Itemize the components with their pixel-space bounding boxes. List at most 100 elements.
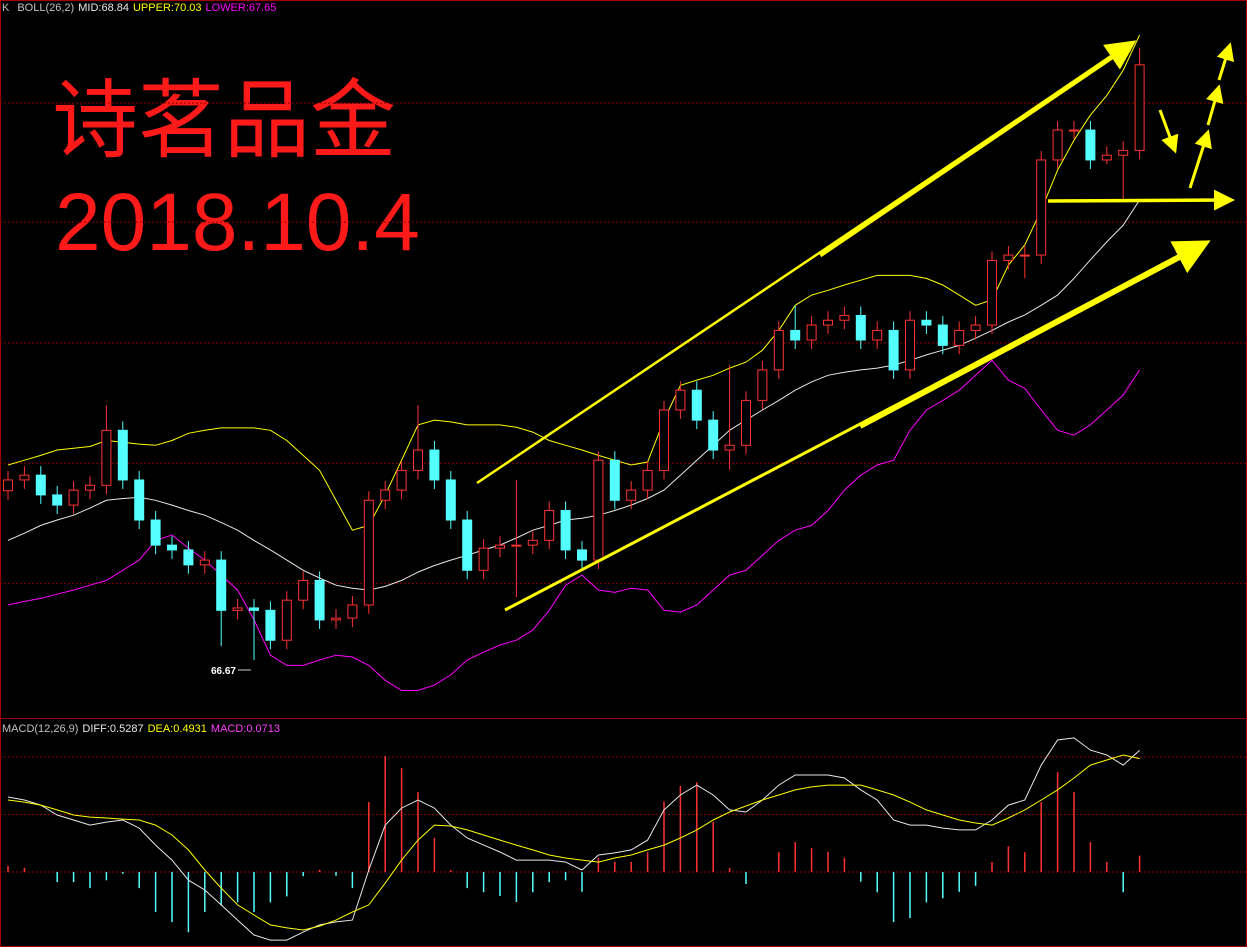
candle-body <box>216 559 227 611</box>
trend-arrows <box>476 40 1235 612</box>
candle-body <box>298 579 309 601</box>
horizontal-arrow <box>1047 189 1235 211</box>
candle-body <box>331 617 341 621</box>
candle-body <box>675 389 686 411</box>
candle-body <box>199 559 210 566</box>
legend-name: MID: <box>78 2 101 14</box>
candle-body <box>773 329 784 371</box>
candle-body <box>544 509 555 541</box>
candle-body <box>363 499 374 606</box>
candle-body <box>855 314 866 341</box>
legend-name: MACD: <box>211 723 246 735</box>
upper-trend-arrow <box>818 40 1137 258</box>
candle-body <box>1134 64 1145 151</box>
indicator-line <box>7 34 1141 531</box>
candle-body <box>150 519 161 546</box>
candle-body <box>19 474 30 481</box>
candle-body <box>249 607 259 611</box>
candle-body <box>478 547 489 571</box>
legend-value: 0.4931 <box>173 723 207 735</box>
candle-body <box>609 459 620 501</box>
indicator-line <box>7 359 1141 691</box>
candle-body <box>954 329 965 346</box>
legend: MACD(12,26,9) DIFF:0.5287 DEA:0.4931 MACD:0… <box>2 723 280 735</box>
candle-body <box>527 539 538 546</box>
candle-body <box>265 609 276 641</box>
candle-body <box>396 469 407 491</box>
candle-body <box>347 604 358 619</box>
legend-value: 0.5287 <box>110 723 144 735</box>
candle-body <box>839 314 850 321</box>
candle-body <box>790 329 801 341</box>
candle-body <box>577 549 587 561</box>
legend-name: LOWER: <box>205 2 248 14</box>
up-arrow <box>1206 84 1224 126</box>
candle-body <box>314 579 325 621</box>
candle-body <box>3 479 13 492</box>
candle-body <box>659 409 669 471</box>
candle-body <box>429 449 440 481</box>
legend-name: UPPER: <box>133 2 174 14</box>
watermark-title: 诗茗品金 <box>52 71 396 171</box>
candle-body <box>1069 129 1079 132</box>
candle-body <box>937 324 948 346</box>
legend-title: K <box>2 2 10 14</box>
up-arrow <box>1216 42 1235 81</box>
candle-body <box>134 479 145 521</box>
candle-body <box>708 419 719 451</box>
candle-body <box>511 544 522 547</box>
candle-body <box>888 329 899 371</box>
low-label: 66.67 <box>211 666 236 677</box>
candle-body <box>1036 159 1047 256</box>
legend-title: MACD(12,26,9) <box>2 723 78 735</box>
candle-body <box>85 484 95 491</box>
indicator-line <box>7 737 1140 941</box>
candle-body <box>970 324 981 331</box>
candle-body <box>52 494 63 506</box>
candle-body <box>445 479 456 521</box>
candle-body <box>232 607 243 611</box>
candle-body <box>806 324 817 341</box>
candle-body <box>560 509 571 551</box>
candle-body <box>68 489 79 506</box>
candle-body <box>413 449 423 471</box>
candle-body <box>101 429 112 486</box>
candle-body <box>183 549 194 566</box>
candle-body <box>35 474 46 496</box>
indicator-line <box>7 754 1140 931</box>
legend-value: 70.03 <box>174 2 202 14</box>
candle-body <box>987 259 997 326</box>
candle-body <box>1019 254 1030 257</box>
candle-body <box>1118 149 1129 156</box>
candle-body <box>823 319 833 326</box>
candle-body <box>1003 254 1014 261</box>
candle-body <box>380 489 391 501</box>
candle-body <box>872 329 883 341</box>
candle-body <box>741 399 751 446</box>
candle-body <box>495 544 505 549</box>
candle-body <box>921 319 932 326</box>
candle-body <box>757 369 768 401</box>
candle-body <box>1052 129 1063 161</box>
candle-body <box>626 489 637 501</box>
indicator-line <box>7 199 1141 591</box>
lower-trend-arrow <box>858 240 1211 429</box>
candle-body <box>724 444 735 451</box>
legend-name: DEA: <box>148 723 174 735</box>
candle-body <box>281 599 292 641</box>
candle-body <box>167 544 177 551</box>
legend: K BOLL(26,2) MID:68.84 UPPER:70.03 LOWER:67.… <box>2 2 276 14</box>
legends: K BOLL(26,2) MID:68.84 UPPER:70.03 LOWER:67.… <box>2 2 280 735</box>
candle-body <box>593 459 604 561</box>
candle-body <box>691 389 702 421</box>
down-arrow <box>1158 109 1179 154</box>
legend-value: 68.84 <box>101 2 129 14</box>
candle-body <box>905 319 915 371</box>
candle-body <box>1085 129 1096 161</box>
candle-body <box>1101 154 1112 161</box>
legend-value: 0.0713 <box>246 723 280 735</box>
